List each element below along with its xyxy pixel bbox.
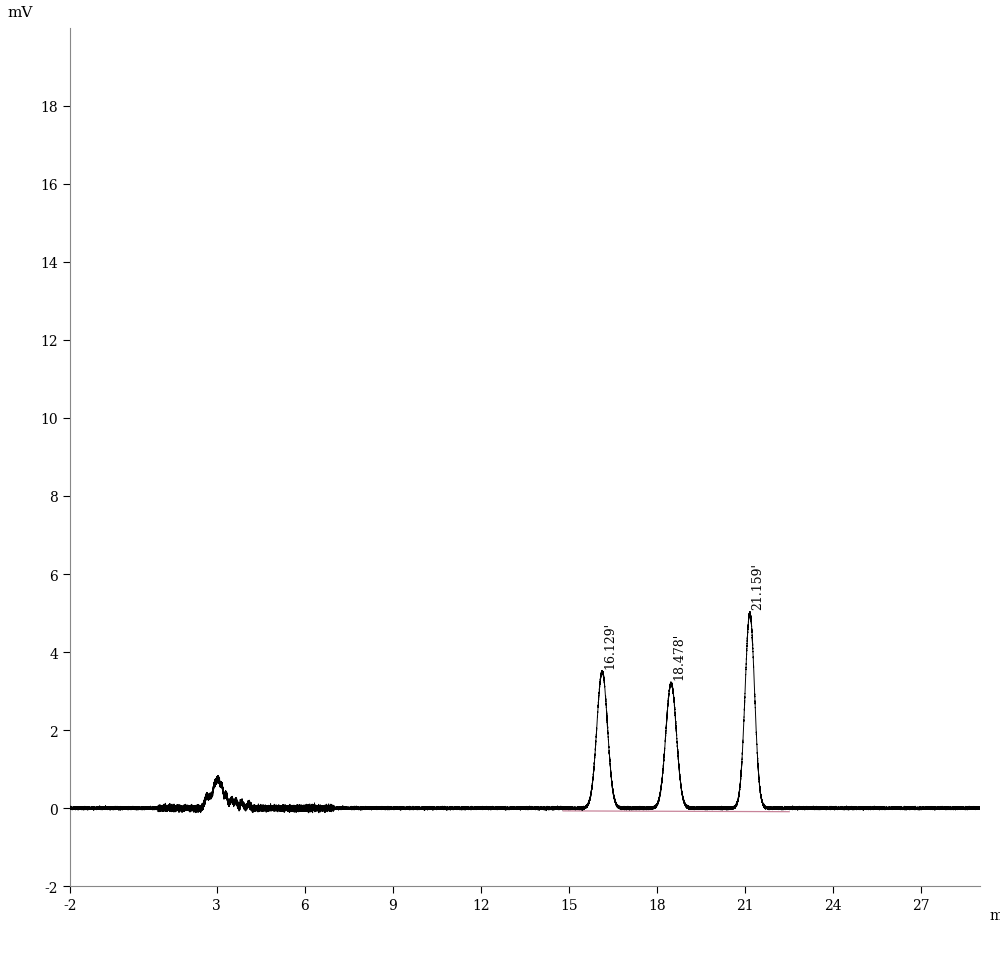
Text: 16.129': 16.129' bbox=[604, 621, 617, 668]
X-axis label: min: min bbox=[989, 907, 1000, 922]
Text: 21.159': 21.159' bbox=[751, 562, 764, 610]
Text: 18.478': 18.478' bbox=[673, 633, 686, 679]
Y-axis label: mV: mV bbox=[7, 6, 33, 20]
